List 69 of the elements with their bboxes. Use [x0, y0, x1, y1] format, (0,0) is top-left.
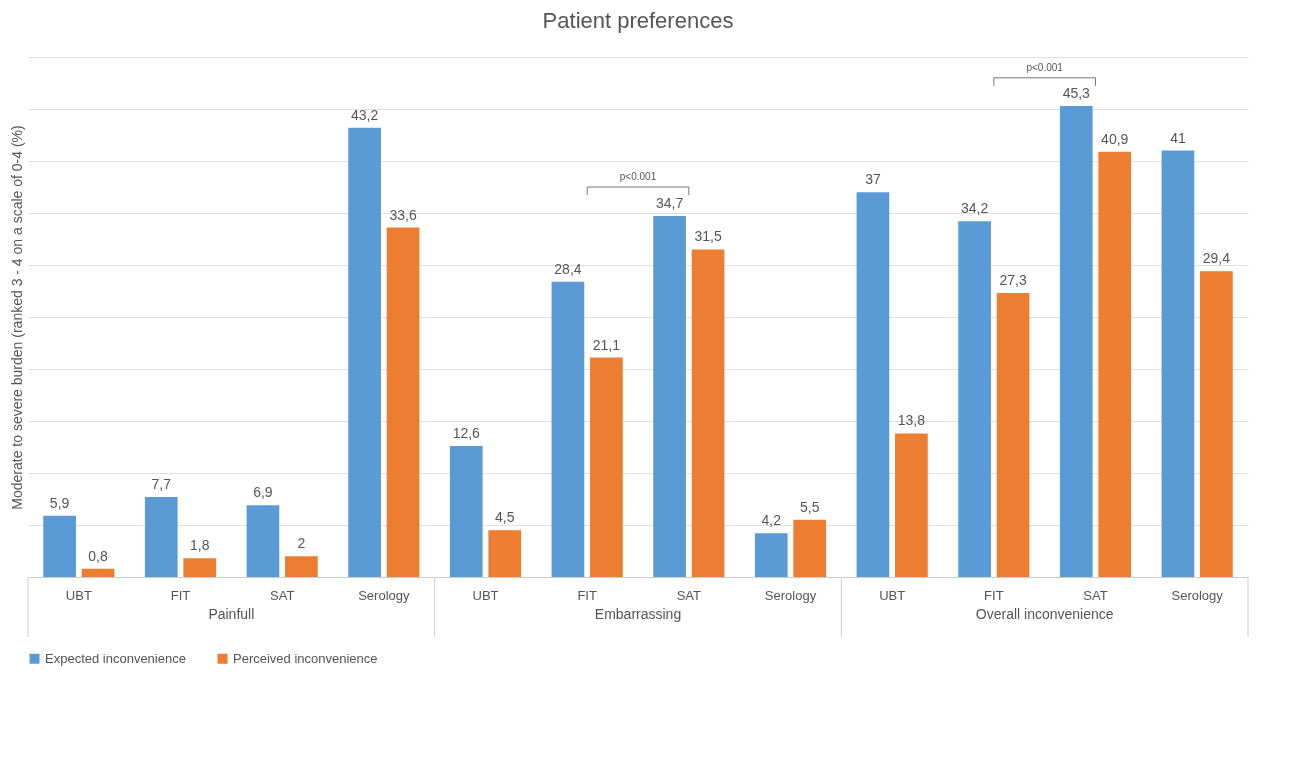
data-label: 28,4: [554, 260, 582, 277]
data-label: 6,9: [253, 484, 273, 501]
bar: [895, 433, 928, 577]
bar: [1059, 105, 1093, 577]
bar: [488, 530, 522, 577]
x-tick-label: SAT: [676, 587, 702, 603]
x-tick-label: SAT: [1083, 587, 1108, 603]
data-label: 33,6: [389, 206, 417, 223]
bar: [348, 127, 381, 577]
data-label: 2: [297, 535, 306, 552]
y-axis-title: Moderate to severe burden (ranked 3 - 4 on a scale of 0-4 (%): [8, 125, 25, 510]
bar: [856, 192, 890, 577]
x-tick-label: UBT: [472, 587, 499, 603]
text: Embarrassing: [594, 606, 682, 622]
x-tick-label: Serology: [764, 587, 817, 603]
data-label: 4,5: [495, 509, 515, 526]
bar: [996, 293, 1030, 577]
legend-label: Expected inconvenience: [45, 650, 186, 666]
bar: [246, 505, 280, 577]
x-tick-label: Serology: [358, 587, 410, 603]
x-tick-label: UBT: [65, 587, 92, 603]
bar: [386, 227, 420, 577]
bar: [449, 445, 483, 577]
bar: [653, 216, 686, 577]
bar: [1200, 271, 1233, 577]
data-label: 45,3: [1062, 84, 1091, 101]
data-label: 34,2: [960, 200, 989, 217]
data-label: 43,2: [350, 106, 379, 123]
bar: [183, 558, 217, 577]
bar: [1098, 151, 1132, 577]
data-label: 5,9: [49, 494, 70, 511]
legend-label: Perceived inconvenience: [233, 650, 378, 666]
data-label: 4,2: [761, 512, 782, 529]
data-label: 7,7: [151, 475, 172, 492]
x-tick-label: FIT: [984, 587, 1004, 603]
bar: [285, 556, 318, 577]
x-tick-label: FIT: [577, 587, 597, 603]
data-label: 5,5: [800, 498, 820, 515]
data-label: 41: [1170, 129, 1186, 146]
text: Painfull: [208, 606, 255, 622]
data-label: 21,1: [592, 336, 621, 353]
x-tick-label: UBT: [879, 587, 906, 603]
x-tick-label: Serology: [1171, 587, 1224, 603]
bar: [590, 357, 623, 577]
bar: [43, 515, 76, 577]
data-label: 31,5: [694, 228, 722, 245]
data-label: 37: [865, 171, 881, 188]
bar: [551, 281, 585, 577]
bar: [958, 221, 991, 577]
bar: [691, 249, 725, 577]
annotation: p<0.001: [1026, 61, 1064, 73]
data-label: 0,8: [88, 547, 109, 564]
data-label: 40,9: [1101, 130, 1129, 147]
x-tick-label: SAT: [270, 587, 295, 603]
bar: [144, 496, 178, 577]
data-label: 12,6: [452, 424, 481, 441]
data-label: 27,3: [999, 272, 1027, 289]
data-label: 13,8: [897, 412, 926, 429]
x-tick-label: FIT: [170, 587, 191, 603]
data-label: 34,7: [655, 195, 684, 212]
bar: [793, 519, 827, 577]
bar: [754, 533, 788, 577]
text: Overall inconvenience: [975, 606, 1114, 622]
chart-title: Patient preferences: [542, 8, 734, 33]
data-label: 1,8: [190, 537, 210, 554]
bar: [81, 568, 115, 577]
data-label: 29,4: [1202, 250, 1231, 267]
annotation: p<0.001: [619, 171, 657, 182]
bar: [1161, 150, 1195, 577]
